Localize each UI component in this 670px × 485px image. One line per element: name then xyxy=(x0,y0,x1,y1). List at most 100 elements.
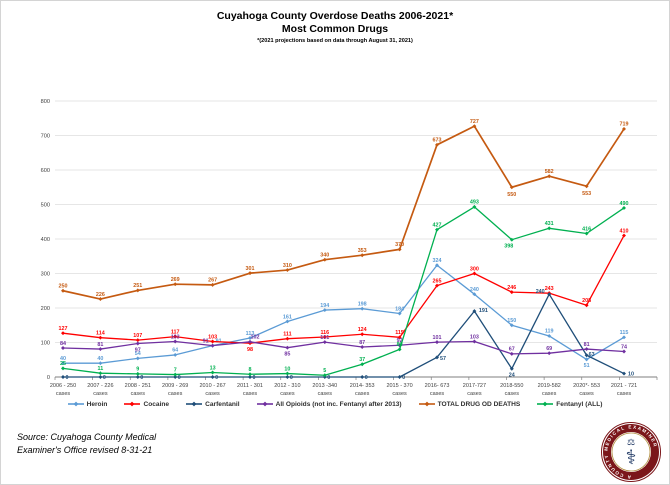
data-label: 673 xyxy=(433,138,442,144)
data-label: 115 xyxy=(395,330,404,336)
data-label: 251 xyxy=(133,283,142,289)
x-axis-label: 2021 - 721 xyxy=(611,383,637,389)
data-label: 51 xyxy=(584,363,590,369)
data-point xyxy=(547,226,552,231)
x-axis-label-line2: cases xyxy=(131,391,146,397)
data-point xyxy=(248,375,252,379)
data-label: 240 xyxy=(470,287,479,293)
y-axis-tick: 400 xyxy=(41,237,50,243)
data-label: 310 xyxy=(283,263,292,269)
data-label: 7 xyxy=(174,367,177,373)
data-label: 550 xyxy=(507,192,516,198)
data-point xyxy=(360,375,365,379)
y-axis-tick: 0 xyxy=(47,375,50,381)
data-point xyxy=(248,372,252,377)
data-label: 102 xyxy=(251,335,260,341)
data-label: 115 xyxy=(620,330,629,336)
data-label: 340 xyxy=(320,253,329,259)
data-label: 8 xyxy=(249,367,252,373)
title-block: Cuyahoga County Overdose Deaths 2006-202… xyxy=(1,10,669,45)
data-label: 490 xyxy=(620,201,629,207)
data-label: 84 xyxy=(60,341,66,347)
x-axis-label: 2009 - 269 xyxy=(162,383,188,389)
data-label: 25 xyxy=(60,361,66,367)
data-label: 250 xyxy=(59,284,68,290)
x-axis-label: 2019-582 xyxy=(538,383,561,389)
data-label: 0 xyxy=(66,375,69,381)
data-label: 0 xyxy=(178,375,181,381)
data-label: 161 xyxy=(283,314,292,320)
y-axis-tick: 500 xyxy=(41,203,50,209)
data-point xyxy=(248,339,252,344)
x-axis-label-line2: cases xyxy=(93,391,108,397)
x-axis-label: 2016- 673 xyxy=(425,383,450,389)
series-line-5 xyxy=(62,206,625,376)
legend-label: TOTAL DRUG OD DEATHS xyxy=(437,400,521,408)
data-label: 103 xyxy=(171,334,180,340)
x-axis-label-line2: cases xyxy=(355,391,370,397)
data-point xyxy=(98,335,103,340)
source-line-1: Source: Cuyahoga County Medical xyxy=(17,432,157,442)
data-label: 150 xyxy=(507,318,516,324)
legend-item-0: Heroin xyxy=(67,400,108,408)
x-axis-label-line2: cases xyxy=(243,391,258,397)
data-point xyxy=(135,341,140,346)
data-point xyxy=(397,335,402,340)
legend-label: Carfentanil xyxy=(205,400,240,408)
x-axis-label: 2015 - 370 xyxy=(386,383,412,389)
data-label: 0 xyxy=(365,375,368,381)
data-label: 301 xyxy=(246,266,255,272)
data-point xyxy=(285,345,290,350)
legend-label: All Opioids (not inc. Fentanyl after 201… xyxy=(275,400,402,408)
data-label: 398 xyxy=(504,243,513,249)
x-axis-label-line2: cases xyxy=(579,391,594,397)
chart-title: Cuyahoga County Overdose Deaths 2006-202… xyxy=(216,10,454,22)
data-label: 74 xyxy=(621,344,627,350)
data-label: 300 xyxy=(470,266,479,272)
data-point xyxy=(173,339,178,344)
data-point xyxy=(509,185,514,190)
data-label: 117 xyxy=(171,329,180,335)
chart-title-line2: Most Common Drugs xyxy=(281,23,389,36)
x-axis-label-line2: cases xyxy=(280,391,295,397)
data-label: 127 xyxy=(59,326,68,332)
chart-note: *(2021 projections based on data through… xyxy=(257,38,413,45)
data-label: 727 xyxy=(470,119,479,125)
x-axis-label-line2: cases xyxy=(467,391,482,397)
data-point xyxy=(397,247,402,252)
data-label: 0 xyxy=(327,375,330,381)
y-axis-tick: 300 xyxy=(41,272,50,278)
y-axis-tick: 800 xyxy=(41,99,50,105)
data-point xyxy=(61,375,65,379)
data-point xyxy=(248,271,252,276)
legend-item-1: Cocaine xyxy=(124,400,169,408)
data-label: 101 xyxy=(433,335,442,341)
data-label: 353 xyxy=(358,248,367,254)
x-axis-label: 2014- 353 xyxy=(350,383,375,389)
data-label: 67 xyxy=(509,347,515,353)
data-point xyxy=(285,268,290,273)
data-label: 427 xyxy=(433,222,442,228)
data-label: 113 xyxy=(246,331,255,337)
legend-label: Heroin xyxy=(86,400,108,408)
series-line-3 xyxy=(62,340,625,355)
data-point xyxy=(210,343,215,348)
data-point xyxy=(509,351,514,356)
data-label: 103 xyxy=(208,334,217,340)
data-label: 0 xyxy=(215,375,218,381)
data-label: 103 xyxy=(470,334,479,340)
data-point xyxy=(173,334,178,339)
data-label: 416 xyxy=(582,226,591,232)
data-point xyxy=(472,309,477,314)
data-label: 493 xyxy=(470,200,479,206)
data-label: 324 xyxy=(433,258,442,264)
y-axis-tick: 100 xyxy=(41,341,50,347)
data-label: 13 xyxy=(210,365,216,371)
data-label: 24 xyxy=(509,373,515,379)
data-label: 98 xyxy=(247,347,253,353)
legend-marker-icon xyxy=(256,401,273,407)
legend-item-4: TOTAL DRUG OD DEATHS xyxy=(418,400,521,408)
data-point xyxy=(360,332,365,337)
x-axis-label: 2010 - 267 xyxy=(199,383,225,389)
